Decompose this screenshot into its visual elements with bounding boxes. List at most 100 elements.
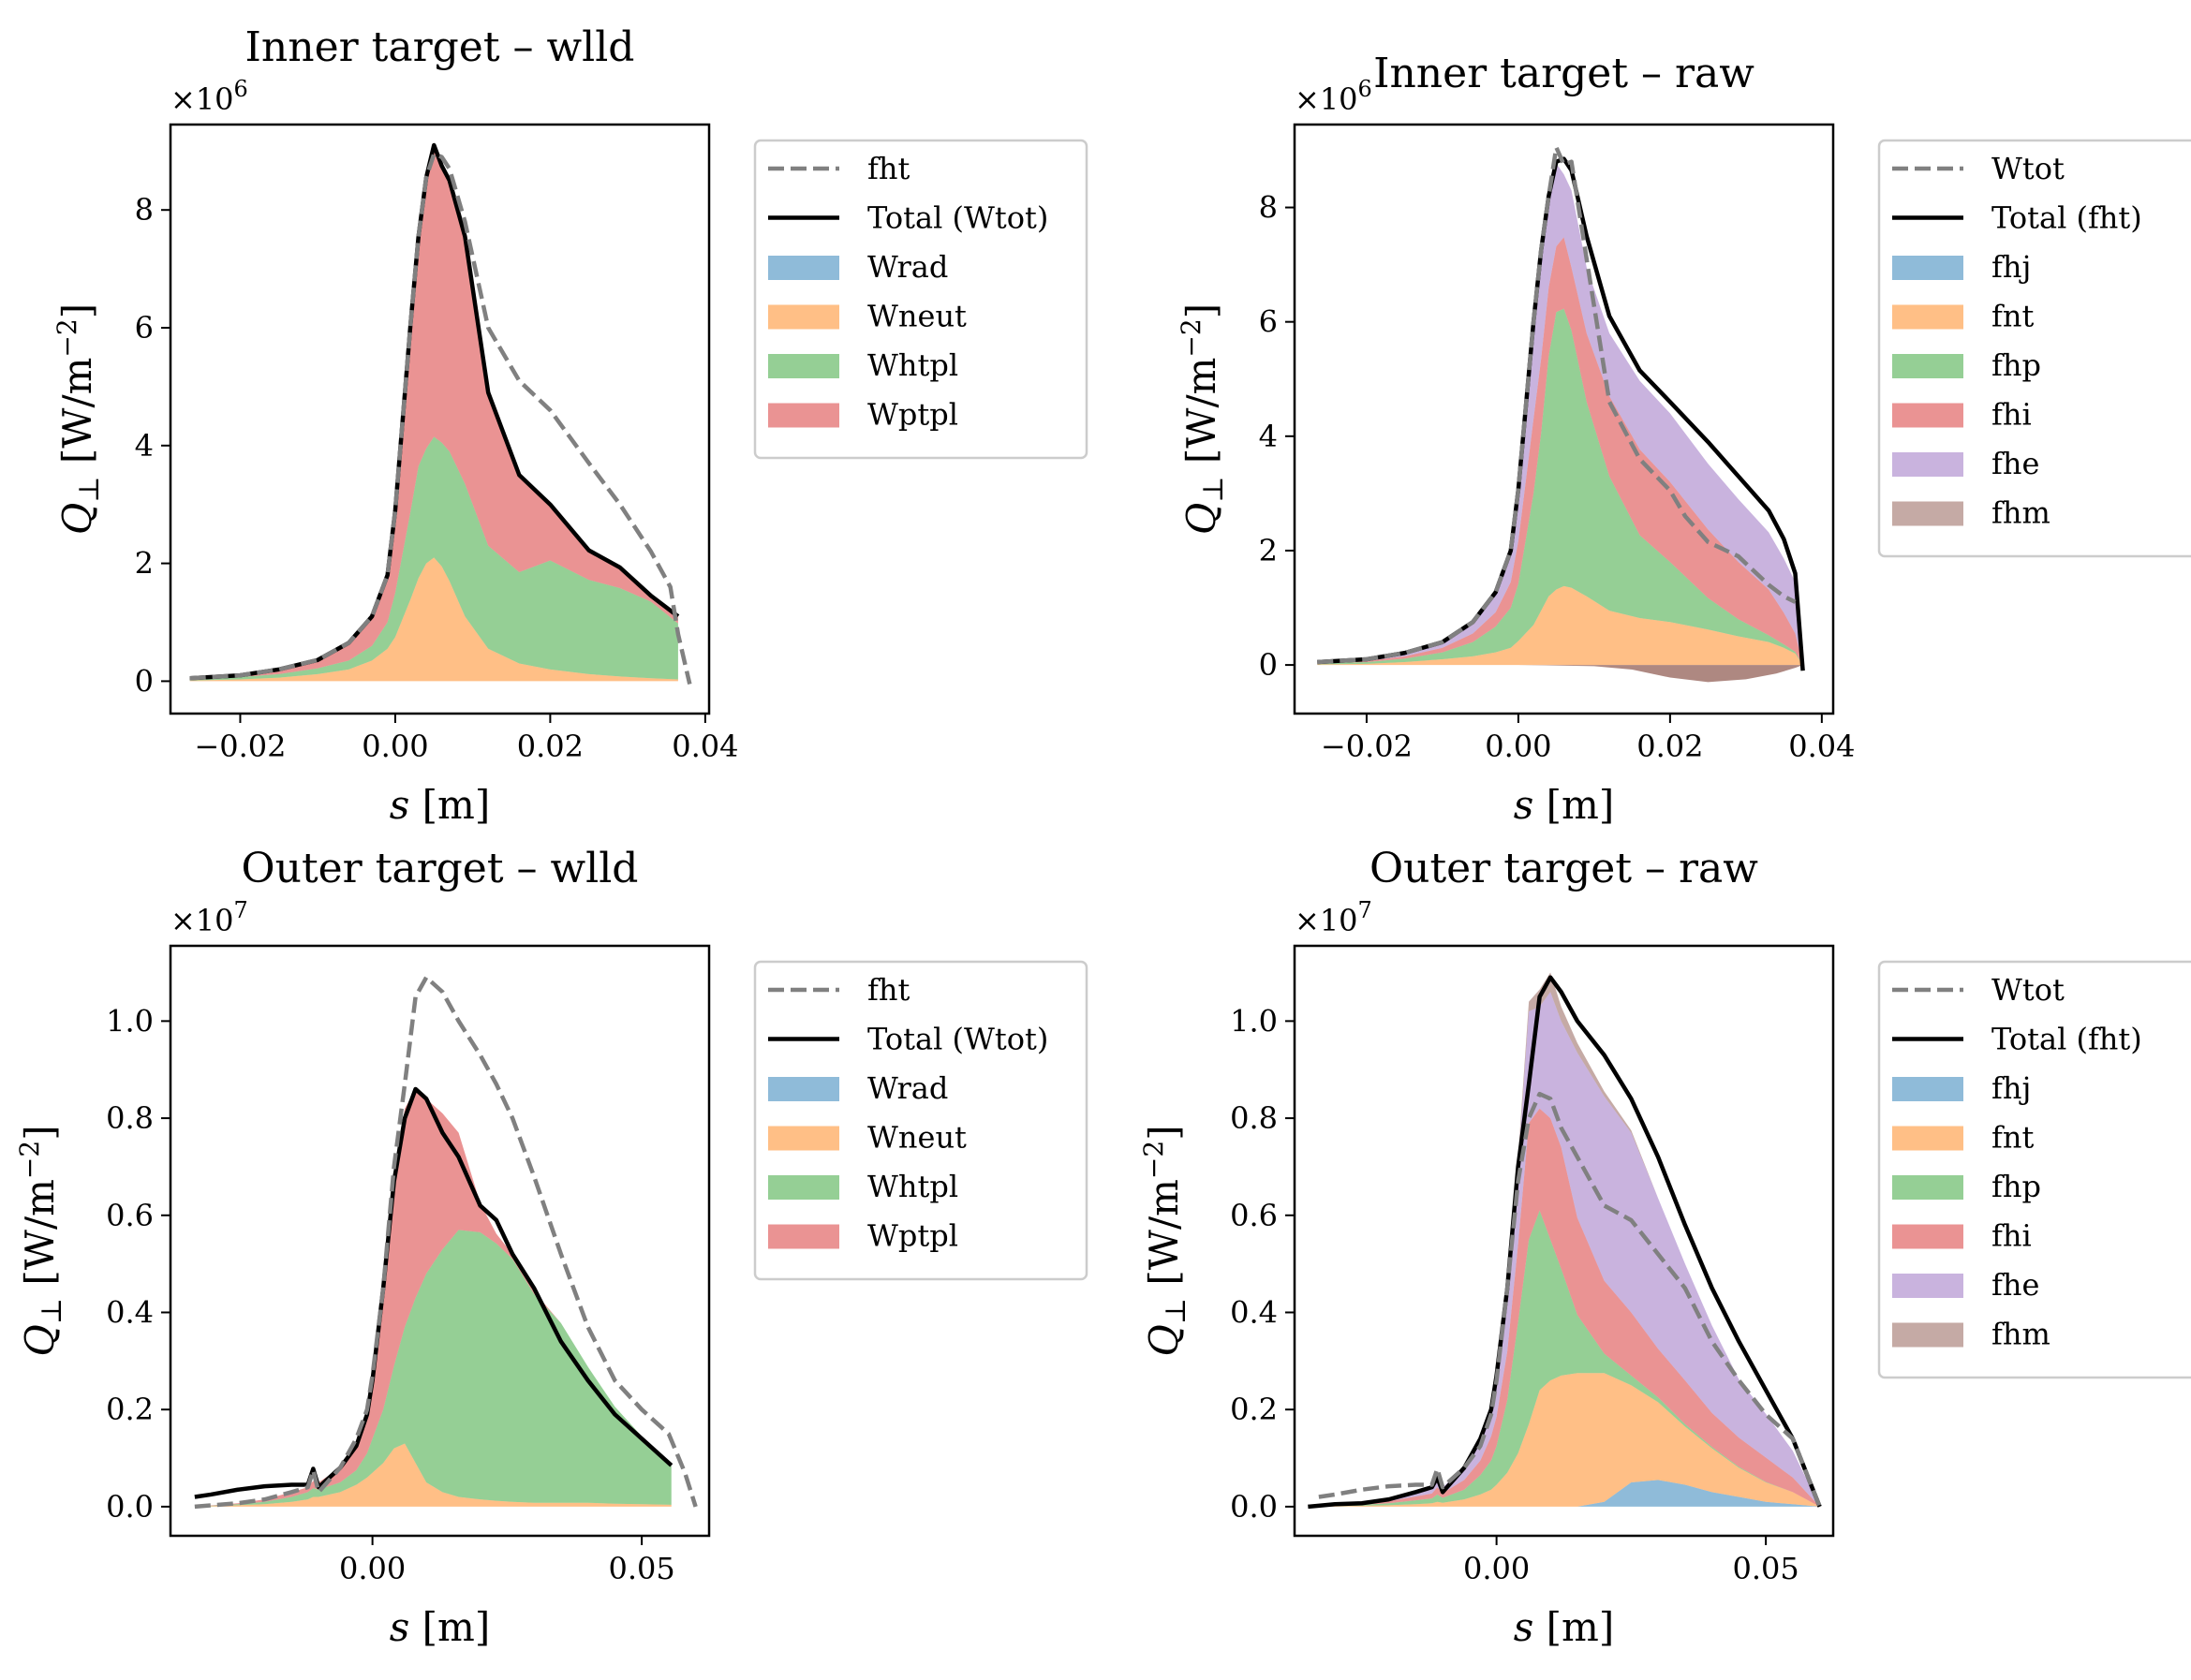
chart-title: Outer target – wlld bbox=[242, 845, 639, 892]
plot-area bbox=[1317, 145, 1805, 683]
legend-label: Wneut bbox=[867, 1120, 967, 1156]
legend-label: Wptpl bbox=[867, 1218, 958, 1254]
chart-panel-1: −0.02 0.00 0.02 0.04 0 2 4 6 8 Inner target – wll… bbox=[52, 23, 1088, 828]
y-axis-label: Q⊥ [W/m−2] bbox=[52, 303, 106, 535]
y-tick-label: 0 bbox=[1259, 647, 1278, 683]
legend-swatch-patch bbox=[1892, 1224, 1963, 1249]
y-tick-label: 8 bbox=[135, 192, 154, 228]
legend-label: fhi bbox=[1991, 397, 2032, 433]
chart-title: Inner target – raw bbox=[1373, 50, 1754, 97]
y-axis-label: Q⊥ [W/m−2] bbox=[1176, 303, 1230, 535]
x-tick-label: 0.05 bbox=[1733, 1551, 1799, 1586]
y-multiplier: ×107 bbox=[170, 897, 248, 938]
legend-swatch-patch bbox=[1892, 354, 1963, 378]
axes-frame bbox=[1293, 123, 1835, 715]
y-tick-label: 0.0 bbox=[1230, 1489, 1278, 1525]
legend-label: fhe bbox=[1991, 446, 2039, 481]
x-tick-label: 0.04 bbox=[1788, 729, 1855, 764]
y-tick-label: 0.0 bbox=[106, 1489, 154, 1525]
y-tick-label: 0.6 bbox=[106, 1198, 154, 1233]
legend-label: Wneut bbox=[867, 299, 967, 334]
chart-title: Outer target – raw bbox=[1369, 845, 1758, 892]
x-tick-label: 0.05 bbox=[609, 1551, 675, 1586]
area-fnt bbox=[1318, 1373, 1820, 1507]
line-fht bbox=[189, 152, 692, 685]
area-fnt bbox=[1317, 585, 1803, 666]
y-tick-label: 0.4 bbox=[1230, 1294, 1278, 1330]
legend-label: fhi bbox=[1991, 1218, 2032, 1254]
area-Wneut bbox=[189, 557, 678, 682]
legend-label: Total (Wtot) bbox=[867, 1022, 1048, 1057]
legend-label: fhj bbox=[1991, 1070, 2031, 1106]
legend-label: fhm bbox=[1991, 1317, 2050, 1352]
legend-swatch-patch bbox=[1892, 304, 1963, 330]
legend-swatch-patch bbox=[1892, 256, 1963, 280]
x-tick-label: −0.02 bbox=[194, 729, 286, 764]
y-tick-label: 0.6 bbox=[1230, 1198, 1278, 1233]
axes-frame bbox=[1293, 944, 1835, 1538]
y-tick-label: 8 bbox=[1259, 190, 1278, 226]
legend-label: fnt bbox=[1991, 299, 2034, 334]
y-tick-label: 0.2 bbox=[1230, 1392, 1278, 1427]
legend-swatch-patch bbox=[768, 256, 839, 280]
legend-frame bbox=[1877, 139, 2191, 558]
legend-swatch-patch bbox=[768, 304, 839, 330]
legend-label: fht bbox=[867, 972, 910, 1008]
line-wtot bbox=[1317, 145, 1797, 665]
line-total-wtot- bbox=[194, 1086, 674, 1499]
legend-swatch-patch bbox=[1892, 403, 1963, 428]
y-tick-label: 0.2 bbox=[106, 1392, 154, 1427]
area-fhp bbox=[1318, 1210, 1820, 1507]
x-tick-label: 0.02 bbox=[1636, 729, 1703, 764]
legend: Wtot Total (fht) fhj fnt fhp fhi fhe fhm bbox=[1877, 960, 2191, 1379]
legend-swatch-patch bbox=[768, 1175, 839, 1200]
y-tick-label: 6 bbox=[1259, 304, 1278, 340]
legend-label: Wrad bbox=[867, 1070, 948, 1106]
legend-label: fhp bbox=[1991, 1169, 2041, 1204]
y-tick-label: 1.0 bbox=[106, 1003, 154, 1039]
legend-label: Total (Wtot) bbox=[867, 200, 1048, 236]
legend-label: fhm bbox=[1991, 495, 2050, 531]
y-multiplier: ×107 bbox=[1295, 897, 1372, 938]
legend-swatch-patch bbox=[768, 1126, 839, 1151]
legend-label: Total (fht) bbox=[1991, 200, 2142, 236]
legend-swatch-patch bbox=[1892, 501, 1963, 526]
legend-swatch-patch bbox=[1892, 1175, 1963, 1200]
legend-swatch-patch bbox=[768, 354, 839, 378]
y-tick-label: 4 bbox=[1259, 419, 1278, 454]
legend: Wtot Total (fht) fhj fnt fhp fhi fhe fhm bbox=[1877, 139, 2191, 558]
y-tick-label: 1.0 bbox=[1230, 1003, 1278, 1039]
chart-panel-4: 0.00 0.05 0.0 0.2 0.4 0.6 0.8 1.0 Outer target –… bbox=[1138, 845, 2191, 1650]
area-Wptpl bbox=[194, 1088, 672, 1507]
legend-label: fhj bbox=[1991, 249, 2031, 285]
x-axis-label: s [m] bbox=[390, 1604, 491, 1650]
axes-frame bbox=[169, 944, 711, 1538]
legend-label: Whtpl bbox=[867, 1169, 958, 1204]
legend-swatch-patch bbox=[1892, 1274, 1963, 1298]
area-fhm-negative bbox=[1517, 665, 1803, 683]
legend-label: fhp bbox=[1991, 347, 2041, 383]
y-tick-label: 0.8 bbox=[1230, 1100, 1278, 1136]
area-Wptpl bbox=[189, 145, 678, 680]
x-tick-label: 0.00 bbox=[1463, 1551, 1530, 1586]
area-fhj bbox=[1318, 1480, 1820, 1507]
legend: fht Total (Wtot) Wrad Wneut Whtpl Wptpl bbox=[753, 960, 1088, 1281]
x-tick-label: 0.00 bbox=[362, 729, 428, 764]
legend-swatch-patch bbox=[1892, 1126, 1963, 1151]
area-Whtpl bbox=[194, 1230, 672, 1507]
legend-swatch-patch bbox=[1892, 452, 1963, 477]
legend-label: Wtot bbox=[1991, 151, 2065, 186]
line-fht bbox=[194, 975, 698, 1510]
y-axis-label: Q⊥ [W/m−2] bbox=[14, 1125, 68, 1356]
y-tick-label: 6 bbox=[135, 310, 154, 346]
x-tick-label: 0.00 bbox=[339, 1551, 406, 1586]
line-wtot bbox=[1318, 1091, 1822, 1508]
plot-area bbox=[189, 142, 692, 685]
y-tick-label: 2 bbox=[1259, 533, 1278, 568]
y-tick-label: 4 bbox=[135, 428, 154, 464]
legend: fht Total (Wtot) Wrad Wneut Whtpl Wptpl bbox=[753, 139, 1088, 460]
legend-swatch-patch bbox=[1892, 1322, 1963, 1348]
legend-label: Wrad bbox=[867, 249, 948, 285]
y-multiplier: ×106 bbox=[1295, 76, 1372, 117]
